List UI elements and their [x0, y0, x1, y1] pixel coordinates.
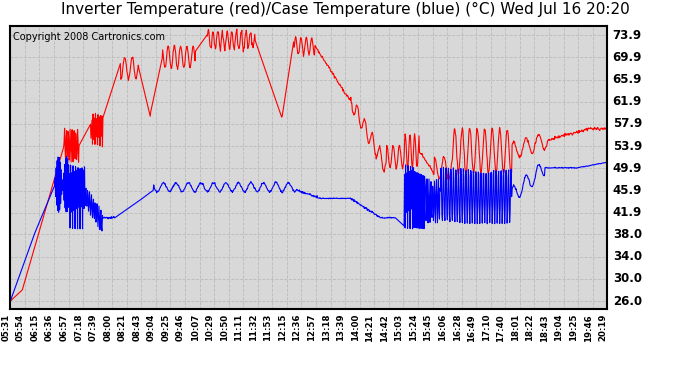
Text: 09:04: 09:04: [147, 314, 156, 341]
Text: 20:19: 20:19: [598, 314, 607, 341]
Text: 15:03: 15:03: [395, 314, 404, 341]
Text: 08:21: 08:21: [118, 314, 127, 341]
Text: 19:46: 19:46: [584, 314, 593, 342]
Text: 06:57: 06:57: [59, 314, 68, 341]
Text: 14:21: 14:21: [365, 314, 374, 342]
Text: 06:36: 06:36: [45, 314, 54, 341]
Text: 49.9: 49.9: [613, 162, 642, 175]
Text: 15:24: 15:24: [409, 314, 418, 341]
Text: 10:07: 10:07: [190, 314, 199, 341]
Text: 16:28: 16:28: [453, 314, 462, 341]
Text: 61.9: 61.9: [613, 95, 642, 108]
Text: 05:54: 05:54: [16, 314, 25, 341]
Text: 34.0: 34.0: [613, 250, 642, 263]
Text: 07:18: 07:18: [74, 314, 83, 341]
Text: 11:11: 11:11: [235, 314, 244, 341]
Text: 13:18: 13:18: [322, 314, 331, 341]
Text: 12:36: 12:36: [293, 314, 302, 341]
Text: 38.0: 38.0: [613, 228, 642, 241]
Text: 11:32: 11:32: [249, 314, 258, 341]
Text: 08:43: 08:43: [132, 314, 141, 341]
Text: 16:06: 16:06: [438, 314, 447, 341]
Text: 06:15: 06:15: [30, 314, 39, 341]
Text: 07:39: 07:39: [89, 314, 98, 341]
Text: 11:53: 11:53: [264, 314, 273, 341]
Text: 13:39: 13:39: [336, 314, 345, 341]
Text: 45.9: 45.9: [613, 184, 642, 197]
Text: 09:46: 09:46: [176, 314, 185, 341]
Text: 09:25: 09:25: [161, 314, 170, 341]
Text: 30.0: 30.0: [613, 272, 642, 285]
Text: 14:42: 14:42: [380, 314, 389, 342]
Text: 53.9: 53.9: [613, 140, 642, 153]
Text: 10:50: 10:50: [219, 314, 228, 341]
Text: 08:00: 08:00: [104, 314, 112, 341]
Text: 18:43: 18:43: [540, 314, 549, 342]
Text: 17:40: 17:40: [496, 314, 505, 342]
Text: 18:01: 18:01: [511, 314, 520, 341]
Text: 69.9: 69.9: [613, 51, 642, 64]
Text: 41.9: 41.9: [613, 206, 642, 219]
Text: 26.0: 26.0: [613, 294, 642, 307]
Text: 65.9: 65.9: [613, 73, 642, 86]
Text: 18:22: 18:22: [525, 314, 535, 341]
Text: 14:00: 14:00: [351, 314, 359, 341]
Text: Inverter Temperature (red)/Case Temperature (blue) (°C) Wed Jul 16 20:20: Inverter Temperature (red)/Case Temperat…: [61, 2, 629, 17]
Text: Copyright 2008 Cartronics.com: Copyright 2008 Cartronics.com: [13, 32, 166, 42]
Text: 19:04: 19:04: [555, 314, 564, 341]
Text: 10:29: 10:29: [205, 314, 214, 341]
Text: 16:49: 16:49: [467, 314, 476, 342]
Text: 12:15: 12:15: [278, 314, 287, 341]
Text: 05:31: 05:31: [1, 314, 10, 341]
Text: 19:25: 19:25: [569, 314, 578, 341]
Text: 17:10: 17:10: [482, 314, 491, 341]
Text: 57.9: 57.9: [613, 117, 642, 130]
Text: 12:57: 12:57: [307, 314, 316, 341]
Text: 73.9: 73.9: [613, 28, 642, 42]
Text: 15:45: 15:45: [424, 314, 433, 341]
